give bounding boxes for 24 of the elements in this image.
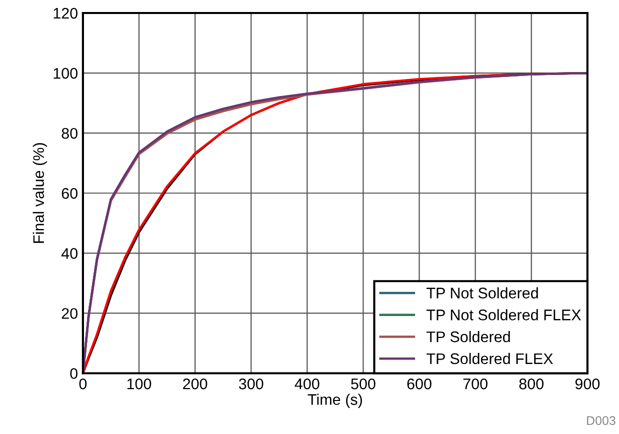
x-tick-label: 900: [575, 378, 600, 390]
x-tick-label: 400: [294, 378, 320, 390]
x-tick-label: 500: [351, 378, 376, 390]
x-axis-title: Time (s): [308, 394, 362, 408]
legend-label: TP Not Soldered: [426, 287, 538, 298]
x-tick-label: 800: [519, 378, 544, 390]
y-tick-label: 100: [54, 68, 78, 79]
y-tick-label: 80: [62, 128, 78, 139]
x-tick-label: 100: [127, 378, 152, 390]
x-tick-label: 300: [238, 378, 264, 390]
x-tick-label: 0: [79, 378, 87, 390]
y-axis-title: Final value (%): [32, 143, 48, 243]
y-tick-label: 40: [61, 248, 78, 259]
x-tick-label: 200: [183, 378, 208, 390]
text: D003: [587, 416, 616, 426]
legend-label: TP Not Soldered FLEX: [426, 309, 582, 320]
y-tick-label: 0: [70, 368, 78, 379]
y-tick-label: 120: [54, 8, 78, 19]
x-tick-label: 600: [407, 378, 432, 390]
x-tick-label: 700: [463, 378, 488, 390]
legend-label: TP Soldered FLEX: [426, 352, 553, 364]
legend-label: TP Soldered: [426, 331, 510, 342]
y-tick-label: 60: [62, 188, 78, 199]
y-tick-label: 20: [62, 308, 78, 319]
